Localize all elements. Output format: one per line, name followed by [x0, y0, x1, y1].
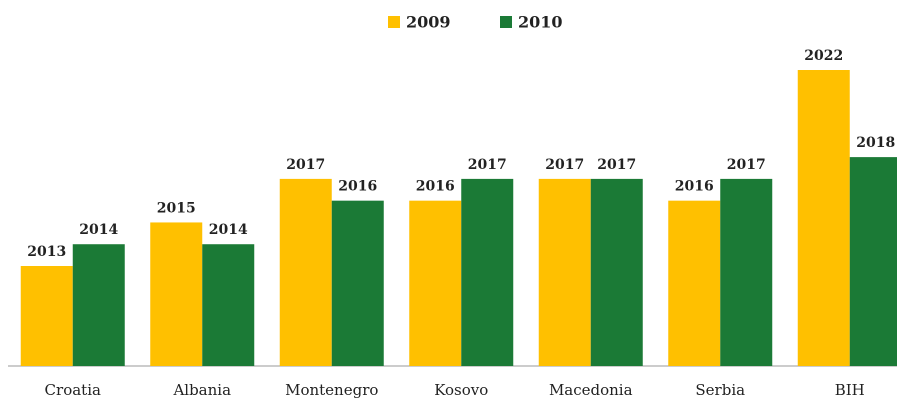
value-label: 2017	[727, 157, 766, 173]
value-label: 2016	[416, 179, 455, 195]
x-tick-label: Croatia	[45, 381, 101, 399]
value-label: 2016	[675, 179, 714, 195]
value-label: 2014	[79, 222, 118, 238]
value-label: 2013	[27, 244, 66, 260]
value-label: 2015	[157, 200, 196, 216]
bar	[331, 200, 384, 366]
bar	[72, 244, 125, 366]
bar	[668, 200, 721, 366]
value-label: 2017	[286, 157, 325, 173]
legend-swatch	[388, 16, 400, 28]
value-label: 2022	[804, 48, 843, 64]
value-label: 2014	[209, 222, 248, 238]
x-tick-label: Albania	[172, 381, 231, 399]
value-label: 2017	[545, 157, 584, 173]
bar	[461, 178, 514, 366]
bar	[849, 157, 897, 366]
value-label: 2017	[468, 157, 507, 173]
legend-swatch	[500, 16, 512, 28]
bar	[797, 70, 850, 366]
bar	[409, 200, 462, 366]
value-label: 2018	[856, 135, 895, 151]
bar	[720, 178, 773, 366]
bar	[538, 178, 591, 366]
x-tick-label: Serbia	[695, 381, 745, 399]
bar	[20, 266, 73, 366]
x-tick-label: BIH	[835, 381, 865, 399]
value-label: 2017	[597, 157, 636, 173]
bar	[202, 244, 255, 366]
bar	[279, 178, 332, 366]
bar	[150, 222, 203, 366]
x-tick-label: Montenegro	[285, 381, 378, 399]
x-tick-label: Kosovo	[434, 381, 488, 399]
legend-label: 2009	[406, 13, 451, 32]
bar	[590, 178, 643, 366]
legend-label: 2010	[518, 13, 563, 32]
value-label: 2016	[338, 179, 377, 195]
x-tick-label: Macedonia	[549, 381, 633, 399]
